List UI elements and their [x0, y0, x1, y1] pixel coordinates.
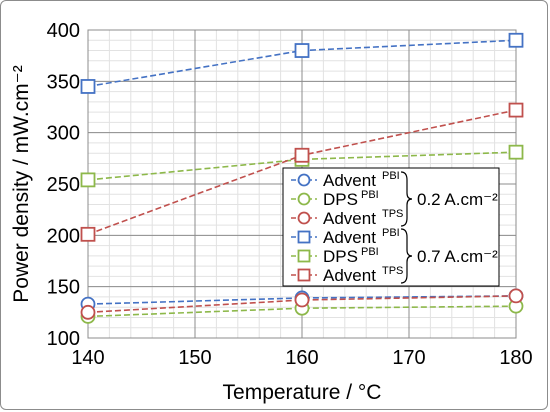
- series-layer: [80, 32, 524, 324]
- legend-box: [282, 167, 500, 287]
- legend-group-label: 0.2 A.cm⁻²: [417, 190, 498, 209]
- x-axis-title: Temperature / °C: [223, 381, 382, 404]
- legend-entry: Advent TPS: [291, 208, 403, 228]
- data-point: [80, 226, 96, 242]
- legend-label-sup: TPS: [382, 208, 403, 220]
- legend-marker: [297, 211, 311, 225]
- data-point: [80, 304, 96, 320]
- legend-marker: [297, 249, 311, 263]
- x-tick-label: 160: [285, 347, 318, 369]
- y-tick-label: 400: [47, 20, 80, 42]
- series-2: [80, 288, 524, 320]
- legend-entry: Advent PBI: [291, 170, 400, 190]
- data-point: [508, 288, 524, 304]
- legend-marker: [297, 173, 311, 187]
- legend-marker: [297, 268, 311, 282]
- data-point: [294, 147, 310, 163]
- y-tick-label: 150: [47, 277, 80, 299]
- data-point: [294, 292, 310, 308]
- legend-brace: [400, 171, 413, 227]
- data-point: [508, 32, 524, 48]
- legend-group-1: 0.7 A.cm⁻²: [400, 228, 498, 284]
- y-tick-label: 100: [47, 328, 80, 350]
- x-tick-label: 140: [71, 347, 104, 369]
- data-point: [80, 172, 96, 188]
- legend-brace: [400, 228, 413, 284]
- legend-label: DPS: [323, 190, 358, 209]
- legend-marker: [297, 192, 311, 206]
- data-point: [508, 102, 524, 118]
- data-point: [294, 43, 310, 58]
- data-point: [80, 79, 96, 94]
- legend-marker: [297, 230, 311, 244]
- data-point: [508, 144, 524, 160]
- legend-entry: DPS PBI: [291, 246, 379, 266]
- x-tick-labels: 140 150 160 170 180: [71, 347, 532, 369]
- legend-group-0: 0.2 A.cm⁻²: [400, 171, 498, 227]
- y-tick-label: 350: [47, 71, 80, 93]
- x-tick-label: 180: [499, 347, 532, 369]
- y-axis-title: Power density / mW.cm⁻²: [10, 65, 33, 302]
- y-tick-label: 200: [47, 225, 80, 247]
- series-line: [87, 305, 517, 318]
- legend-label: Advent: [323, 209, 376, 228]
- y-tick-label: 250: [47, 174, 80, 196]
- y-tick-labels: 100 150 200 250 300 350 400: [47, 20, 80, 350]
- legend-label-sup: PBI: [361, 189, 379, 201]
- legend-entry: DPS PBI: [291, 189, 379, 209]
- legend-label: Advent: [323, 228, 376, 247]
- series-3: [80, 32, 524, 94]
- legend-label: Advent: [323, 171, 376, 190]
- legend-label-sup: PBI: [382, 170, 400, 182]
- series-line: [87, 295, 517, 305]
- series-5: [80, 102, 524, 242]
- legend-label-sup: PBI: [382, 227, 400, 239]
- y-tick-label: 300: [47, 123, 80, 145]
- legend-label-sup: TPS: [382, 265, 403, 277]
- legend-label-sup: PBI: [361, 246, 379, 258]
- legend-group-label: 0.7 A.cm⁻²: [417, 247, 498, 266]
- x-tick-label: 150: [178, 347, 211, 369]
- legend-entry: Advent TPS: [291, 265, 403, 285]
- legend-label: Advent: [323, 266, 376, 285]
- legend-label: DPS: [323, 247, 358, 266]
- legend-entry: Advent PBI: [291, 227, 400, 247]
- x-tick-label: 170: [392, 347, 425, 369]
